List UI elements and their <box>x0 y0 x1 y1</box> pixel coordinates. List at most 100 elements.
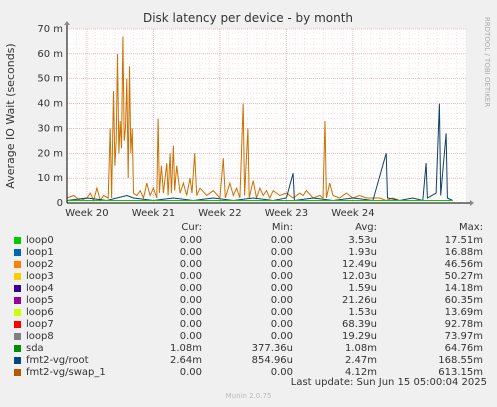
legend-row: loop6 0.00 0.00 1.53u 13.69m <box>14 307 494 319</box>
legend-swatch <box>14 357 21 364</box>
legend-swatch <box>14 297 21 304</box>
legend-header-min: Min: <box>271 222 293 233</box>
legend-row: fmt2-vg/root 2.64m 854.96u 2.47m 168.55m <box>14 355 494 367</box>
x-tick-label: Week 21 <box>132 208 175 219</box>
legend-cur: 1.08m <box>169 343 202 354</box>
legend-row: fmt2-vg/swap_1 0.00 0.00 4.12m 613.15m <box>14 367 494 379</box>
y-tick-label: 0 <box>57 198 63 209</box>
legend-avg: 12.03u <box>342 271 377 282</box>
x-tick-label: Week 24 <box>331 208 374 219</box>
legend-swatch <box>14 285 21 292</box>
legend-avg: 12.49u <box>342 259 377 270</box>
legend-row: loop3 0.00 0.00 12.03u 50.27m <box>14 271 494 283</box>
legend-name: loop2 <box>26 259 54 270</box>
legend-avg: 3.53u <box>348 235 377 246</box>
legend-header-avg: Avg: <box>355 222 377 233</box>
legend-max: 168.55m <box>438 355 483 366</box>
y-tick-label: 50 m <box>37 74 63 85</box>
last-update: Last update: Sun Jun 15 05:00:04 2025 <box>290 377 487 388</box>
x-axis-arrow <box>470 200 474 206</box>
legend-min: 0.00 <box>270 319 293 330</box>
legend-swatch <box>14 345 21 352</box>
legend-max: 613.15m <box>438 367 483 378</box>
legend-row: sda 1.08m 377.36u 1.08m 64.76m <box>14 343 494 355</box>
legend-swatch <box>14 237 21 244</box>
legend-swatch <box>14 249 21 256</box>
legend-max: 13.69m <box>444 307 483 318</box>
legend-min: 0.00 <box>270 247 293 258</box>
legend-cur: 0.00 <box>179 367 202 378</box>
x-tick-label: Week 22 <box>198 208 241 219</box>
legend-max: 64.76m <box>444 343 483 354</box>
legend-cur: 0.00 <box>179 307 202 318</box>
legend-avg: 21.26u <box>342 295 377 306</box>
y-axis-arrow <box>64 21 70 25</box>
legend-max: 60.35m <box>444 295 483 306</box>
legend-min: 0.00 <box>270 271 293 282</box>
x-tick-label: Week 20 <box>65 208 108 219</box>
legend-avg: 1.53u <box>348 307 377 318</box>
legend-cur: 0.00 <box>179 247 202 258</box>
legend-row: loop5 0.00 0.00 21.26u 60.35m <box>14 295 494 307</box>
legend-min: 0.00 <box>270 283 293 294</box>
legend-row: loop0 0.00 0.00 3.53u 17.51m <box>14 235 494 247</box>
legend-min: 854.96u <box>251 355 293 366</box>
legend-avg: 4.12m <box>344 367 377 378</box>
legend-row: loop8 0.00 0.00 19.29u 73.97m <box>14 331 494 343</box>
y-tick-label: 30 m <box>37 123 63 134</box>
legend-row: loop7 0.00 0.00 68.39u 92.78m <box>14 319 494 331</box>
y-tick-label: 10 m <box>37 173 63 184</box>
legend-name: loop6 <box>26 307 54 318</box>
legend-name: loop3 <box>26 271 54 282</box>
legend-avg: 1.93u <box>348 247 377 258</box>
legend-avg: 19.29u <box>342 331 377 342</box>
legend-min: 377.36u <box>251 343 293 354</box>
legend-max: 14.18m <box>444 283 483 294</box>
legend-swatch <box>14 261 21 268</box>
legend-name: loop4 <box>26 283 54 294</box>
legend-header-cur: Cur: <box>181 222 202 233</box>
y-tick-label: 60 m <box>37 49 63 60</box>
legend-max: 16.88m <box>444 247 483 258</box>
legend-min: 0.00 <box>270 259 293 270</box>
legend-cur: 0.00 <box>179 283 202 294</box>
legend-name: loop5 <box>26 295 54 306</box>
legend-name: loop7 <box>26 319 54 330</box>
y-axis-label: Average IO Wait (seconds) <box>4 43 17 188</box>
y-tick-label: 70 m <box>37 24 63 35</box>
legend-min: 0.00 <box>270 235 293 246</box>
legend-swatch <box>14 369 21 376</box>
legend-row: loop4 0.00 0.00 1.59u 14.18m <box>14 283 494 295</box>
legend-cur: 0.00 <box>179 319 202 330</box>
legend-header-max: Max: <box>458 222 483 233</box>
legend-name: loop0 <box>26 235 54 246</box>
rrdtool-label: RRDTOOL / TOBI OETIKER <box>483 17 491 107</box>
legend-name: fmt2-vg/swap_1 <box>26 367 106 378</box>
legend-min: 0.00 <box>270 295 293 306</box>
legend-avg: 1.08m <box>344 343 377 354</box>
munin-version: Munin 2.0.75 <box>225 392 272 400</box>
legend-swatch <box>14 273 21 280</box>
legend-row: loop1 0.00 0.00 1.93u 16.88m <box>14 247 494 259</box>
legend-max: 73.97m <box>444 331 483 342</box>
legend-cur: 0.00 <box>179 235 202 246</box>
legend-max: 92.78m <box>444 319 483 330</box>
y-tick-label: 20 m <box>37 148 63 159</box>
legend-name: sda <box>26 343 44 354</box>
legend-swatch <box>14 309 21 316</box>
legend-name: loop8 <box>26 331 54 342</box>
legend-cur: 0.00 <box>179 259 202 270</box>
legend-avg: 2.47m <box>344 355 377 366</box>
legend-cur: 0.00 <box>179 295 202 306</box>
legend-name: loop1 <box>26 247 54 258</box>
legend-cur: 0.00 <box>179 271 202 282</box>
legend-row: loop2 0.00 0.00 12.49u 46.56m <box>14 259 494 271</box>
legend-name: fmt2-vg/root <box>26 355 89 366</box>
legend-min: 0.00 <box>270 367 293 378</box>
legend-min: 0.00 <box>270 307 293 318</box>
legend: Cur: Min: Avg: Max: loop0 0.00 0.00 3.53u 17… <box>14 222 494 379</box>
legend-swatch <box>14 321 21 328</box>
legend-cur: 0.00 <box>179 331 202 342</box>
legend-avg: 1.59u <box>348 283 377 294</box>
